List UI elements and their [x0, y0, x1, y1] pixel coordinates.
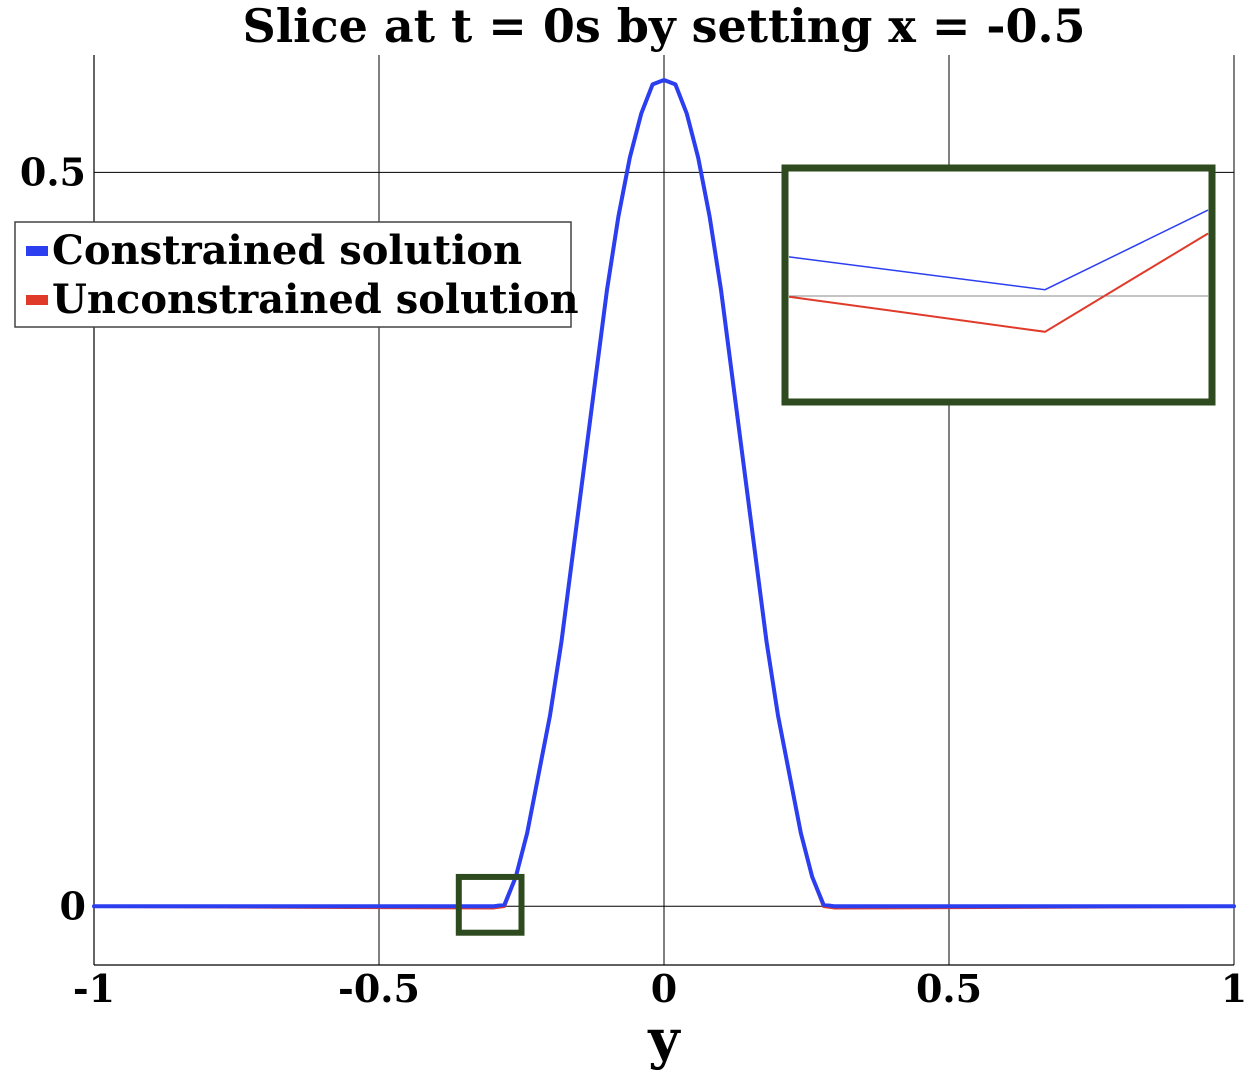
y-tick-label: 0.5 [20, 149, 86, 194]
legend-swatch [26, 295, 48, 305]
x-axis-label: y [647, 1007, 681, 1071]
legend-box [14, 221, 572, 328]
series-lines [92, 78, 1236, 910]
y-tick-label: 0 [60, 883, 86, 928]
x-tick-label: -1 [73, 966, 115, 1011]
x-tick-label: 0.5 [916, 966, 982, 1011]
series-line-constrained [92, 78, 1236, 909]
inset-line-constrained [788, 209, 1209, 291]
legend-label: Constrained solution [52, 227, 522, 274]
legend-swatch [26, 246, 48, 256]
zoom-callout [455, 164, 1216, 936]
labels: Slice at t = 0s by setting x = -0.5 y [242, 0, 1085, 1071]
zoom-inset-frame [781, 164, 1216, 406]
x-tick-label: 0 [651, 966, 677, 1011]
x-tick-label: -0.5 [338, 966, 420, 1011]
chart-title: Slice at t = 0s by setting x = -0.5 [242, 0, 1085, 53]
inset-line-unconstrained [788, 232, 1209, 333]
x-tick-label: 1 [1221, 966, 1247, 1011]
legend-label: Unconstrained solution [52, 276, 579, 323]
axes: -1 -0.5 0 0.5 1 0 0.5 [20, 55, 1247, 1011]
zoom-region-marker [455, 873, 525, 936]
